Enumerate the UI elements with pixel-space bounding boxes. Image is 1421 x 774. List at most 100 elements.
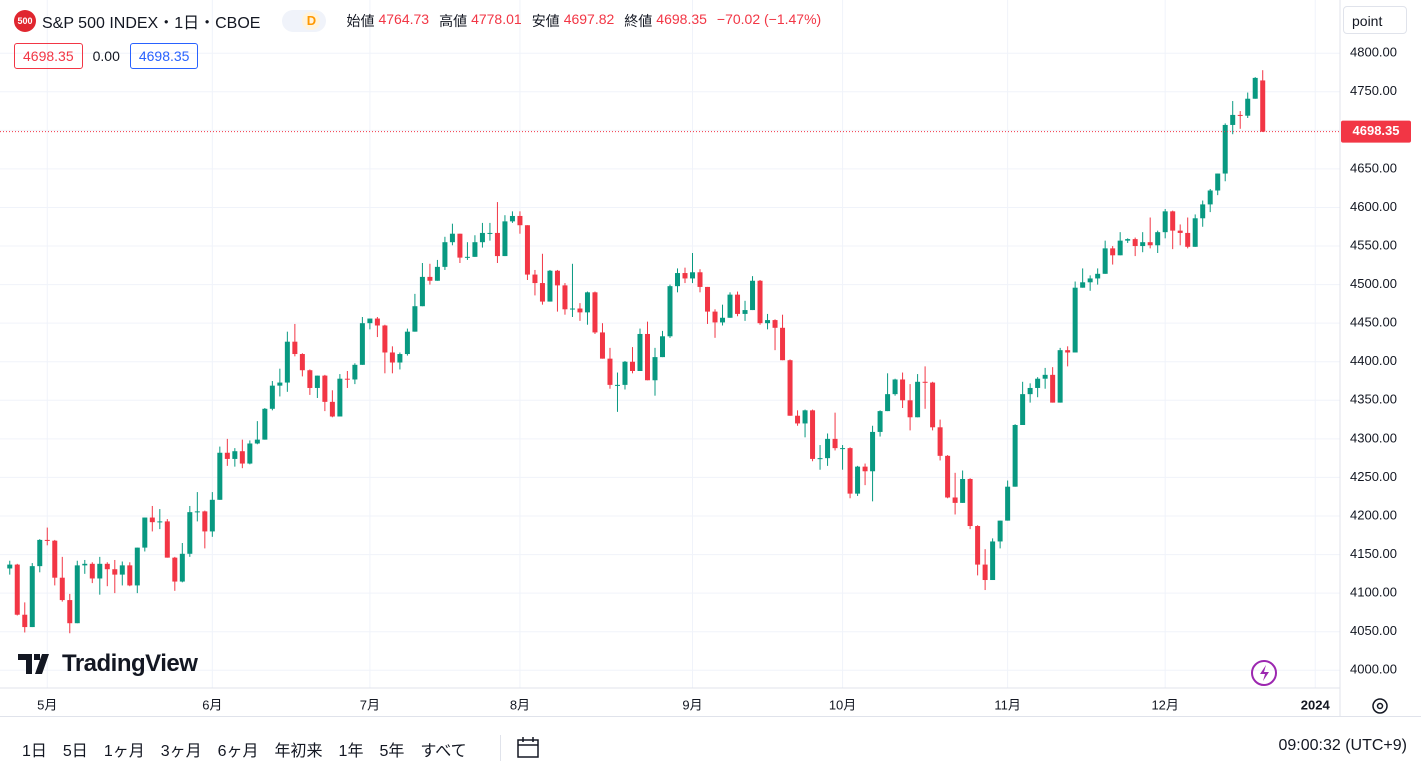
candle-body xyxy=(907,400,913,418)
range-button[interactable]: 1日 xyxy=(22,743,47,760)
candle-body xyxy=(67,600,73,624)
candle-body xyxy=(217,452,223,500)
range-buttons: 1日 5日 1ヶ月 3ヶ月 6ヶ月 年初来 1年 5年 すべて xyxy=(14,735,475,763)
candle-body xyxy=(359,323,365,365)
candle-body xyxy=(434,266,440,281)
candle-body xyxy=(112,569,118,575)
candle-body xyxy=(599,332,605,359)
spread: 0.00 xyxy=(92,48,120,64)
candle-body xyxy=(367,318,373,324)
candle-body xyxy=(1072,287,1078,353)
candle-body xyxy=(284,341,290,383)
range-button[interactable]: 年初来 xyxy=(274,743,323,760)
candle-body xyxy=(945,455,951,498)
candle-body xyxy=(787,360,793,416)
candle-body xyxy=(1042,374,1048,379)
candle-body xyxy=(224,452,230,459)
settings-icon[interactable] xyxy=(1368,694,1392,718)
unit-button[interactable]: point xyxy=(1343,6,1407,34)
candle-body xyxy=(382,325,388,353)
candle-body xyxy=(967,478,973,527)
candle-body xyxy=(937,427,943,456)
candle-body xyxy=(59,577,65,601)
logo: TradingView xyxy=(18,650,198,678)
candle-body xyxy=(952,497,958,503)
symbol-header: 500 S&P 500 INDEX・1日・CBOE D 始値 4764.73 高値… xyxy=(14,9,827,33)
candle-body xyxy=(337,378,343,417)
candle-body xyxy=(659,336,665,358)
range-button[interactable]: 5日 xyxy=(62,743,88,760)
candle-body xyxy=(449,233,455,243)
candle-body xyxy=(810,410,816,459)
candle-body xyxy=(562,285,568,310)
range-button[interactable]: 3ヶ月 xyxy=(160,743,202,760)
candle-body xyxy=(119,565,125,575)
candle-body xyxy=(1260,80,1266,132)
candle-body xyxy=(1117,240,1123,256)
candle-body xyxy=(1140,242,1146,247)
x-tick-label: 12月 xyxy=(1151,697,1178,712)
candle-body xyxy=(532,274,538,284)
ask-box[interactable]: 4698.35 xyxy=(129,43,199,69)
candle-body xyxy=(74,565,80,624)
range-button[interactable]: 6ヶ月 xyxy=(217,743,259,760)
x-tick-label: 10月 xyxy=(829,697,856,712)
candle-body xyxy=(1207,190,1213,205)
candle-body xyxy=(712,311,718,323)
range-button[interactable]: 1ヶ月 xyxy=(103,743,145,760)
x-tick-label: 6月 xyxy=(202,697,222,712)
candle-body xyxy=(930,382,936,428)
bid-box[interactable]: 4698.35 xyxy=(14,43,83,69)
symbol-title[interactable]: S&P 500 INDEX・1日・CBOE xyxy=(42,15,261,32)
candle-body xyxy=(1192,218,1198,247)
candle-body xyxy=(329,401,335,417)
candle-body xyxy=(1162,211,1168,233)
price-label: 4698.35 xyxy=(1353,123,1400,138)
candle-body xyxy=(765,320,771,324)
candle-body xyxy=(97,563,103,579)
interval-pill[interactable]: D xyxy=(282,10,327,32)
candle-body xyxy=(644,333,650,381)
candle-body xyxy=(862,466,868,472)
candle-body xyxy=(727,294,733,318)
candle-body xyxy=(164,521,170,558)
y-tick-label: 4650.00 xyxy=(1350,160,1397,175)
candle-body xyxy=(614,384,620,386)
candle-body xyxy=(22,614,28,628)
y-tick-label: 4350.00 xyxy=(1350,392,1397,407)
x-tick-label: 2024 xyxy=(1301,697,1331,712)
candle-body xyxy=(975,526,981,565)
candle-body xyxy=(254,439,260,444)
candle-body xyxy=(1050,374,1056,403)
toolbar: 1日 5日 1ヶ月 3ヶ月 6ヶ月 年初来 1年 5年 すべて 09:00:32 (UTC+9) xyxy=(0,716,1421,774)
clock: 09:00:32 (UTC+9) xyxy=(1278,737,1407,754)
alert-icon[interactable] xyxy=(1249,658,1279,688)
ohlc-legend: 始値 4764.73 高値 4778.01 安値 4697.82 終値 4698.35 … xyxy=(346,11,827,31)
range-button[interactable]: すべて xyxy=(420,743,467,760)
open-label: 始値 xyxy=(346,13,375,29)
candle-body xyxy=(352,364,358,380)
candle-body xyxy=(202,511,208,532)
close-label: 終値 xyxy=(624,13,653,29)
logo-text: TradingView xyxy=(62,650,198,677)
candle-body xyxy=(1245,98,1251,116)
candle-body xyxy=(1230,114,1236,125)
candle-body xyxy=(269,385,275,409)
low-label: 安値 xyxy=(531,13,560,29)
candle-body xyxy=(179,553,185,582)
logo-icon xyxy=(18,654,49,674)
candle-body xyxy=(479,232,485,243)
range-button[interactable]: 1年 xyxy=(338,743,364,760)
candle-body xyxy=(1087,278,1093,283)
candle-body xyxy=(1185,232,1191,247)
range-button[interactable]: 5年 xyxy=(379,743,405,760)
candle-body xyxy=(127,565,133,586)
candle-body xyxy=(637,333,643,371)
candle-body xyxy=(389,352,395,363)
candle-body xyxy=(37,539,43,567)
candle-body xyxy=(1147,242,1153,246)
candle-body xyxy=(885,394,891,412)
y-tick-label: 4100.00 xyxy=(1350,585,1397,600)
candle-body xyxy=(374,318,380,326)
date-range-icon[interactable] xyxy=(515,735,541,761)
